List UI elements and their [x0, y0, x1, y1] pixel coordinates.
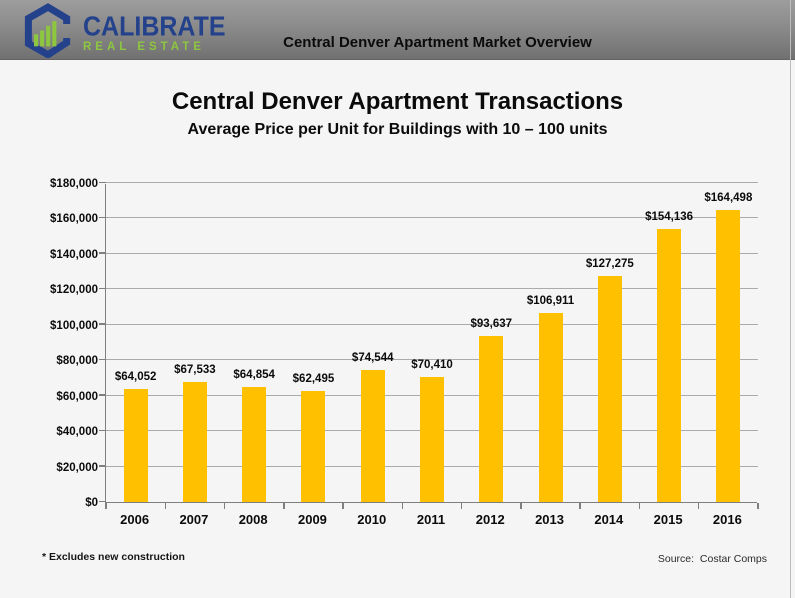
- x-axis-tick-label: 2012: [475, 512, 505, 527]
- bar-2013: [538, 312, 563, 502]
- gridline: [106, 217, 758, 219]
- y-axis-tick: [99, 323, 106, 325]
- bar-2014: [597, 276, 622, 502]
- bar-2006: [123, 388, 148, 502]
- x-axis-tick: [757, 503, 759, 509]
- y-axis-tick-label: $180,000: [50, 178, 98, 190]
- x-axis-tick: [579, 503, 581, 509]
- slide-header-title: Central Denver Apartment Market Overview: [283, 34, 592, 51]
- calibrate-logo: CALIBRATE REAL ESTATE: [20, 3, 226, 58]
- bar-2007: [182, 382, 207, 502]
- calibrate-hexagon-icon: [24, 3, 71, 58]
- data-label: $164,498: [704, 192, 753, 205]
- y-axis-tick-label: $100,000: [50, 319, 98, 332]
- data-label: $127,275: [585, 258, 634, 271]
- y-axis-tick: [99, 429, 106, 432]
- x-axis-tick-label: 2016: [712, 512, 742, 527]
- x-axis-tick-label: 2006: [120, 512, 150, 527]
- y-axis-tick: [99, 358, 106, 361]
- logo-subtitle: REAL ESTATE: [83, 40, 205, 53]
- data-label: $64,052: [114, 370, 157, 383]
- x-axis-tick-label: 2015: [653, 512, 683, 527]
- y-axis-tick: [99, 287, 106, 290]
- x-axis-tick-label: 2011: [416, 512, 446, 527]
- y-axis-tick-label: $40,000: [56, 426, 98, 439]
- x-axis-labels: 2006 2007 2008 2009 2010 2011 2012 2013 2014 2015…: [105, 512, 757, 532]
- gridline: [106, 252, 758, 254]
- y-axis-tick-label: $120,000: [50, 284, 98, 297]
- data-label: $70,410: [411, 359, 453, 372]
- chart-subtitle: Average Price per Unit for Buildings wit…: [187, 121, 608, 138]
- gridline: [106, 359, 758, 361]
- data-label: $106,911: [526, 294, 575, 307]
- x-axis-tick-label: 2013: [535, 512, 564, 527]
- bar-2016: [716, 210, 741, 502]
- x-axis-tick: [697, 503, 700, 509]
- x-axis-tick: [283, 503, 285, 509]
- logo-text: CALIBRATE REAL ESTATE: [83, 10, 226, 53]
- y-axis-tick-label: $60,000: [56, 390, 98, 403]
- y-axis-tick: [99, 465, 106, 467]
- y-axis-tick-label: $0: [85, 497, 98, 509]
- data-label: $67,533: [174, 364, 216, 377]
- bar-2015: [657, 228, 682, 502]
- x-axis-tick-label: 2010: [357, 512, 387, 527]
- y-axis-tick-label: $160,000: [50, 213, 98, 226]
- window-edge: [790, 0, 791, 598]
- footnote: * Excludes new construction: [42, 551, 185, 563]
- y-axis-tick: [99, 216, 106, 219]
- y-axis-tick: [99, 181, 106, 183]
- chart-title: Central Denver Apartment Transactions: [171, 88, 624, 115]
- y-axis-tick-label: $140,000: [50, 248, 98, 261]
- x-axis-tick: [105, 503, 107, 509]
- x-axis-tick-label: 2008: [238, 512, 268, 527]
- gridline: [106, 288, 758, 290]
- x-axis-tick-label: 2014: [594, 512, 624, 527]
- plot-area: $64,052 $67,533 $64,854 $62,495 $74,544 $70,4…: [99, 181, 759, 509]
- x-axis-tick-label: 2007: [179, 512, 209, 527]
- x-axis-tick: [638, 503, 641, 509]
- bar-2012: [479, 336, 504, 502]
- header-bar: CALIBRATE REAL ESTATE Central Denver Apa…: [0, 0, 795, 60]
- y-axis-labels: $0 $20,000 $40,000 $60,000 $80,000 $100,000 $1…: [28, 178, 98, 509]
- y-axis-tick-label: $20,000: [56, 461, 98, 474]
- x-axis-tick: [164, 503, 167, 509]
- data-label: $154,136: [645, 210, 694, 223]
- gridline: [106, 323, 758, 325]
- data-label: $64,854: [233, 369, 275, 382]
- x-axis-tick: [223, 503, 226, 509]
- data-label: $93,637: [470, 318, 513, 331]
- y-axis-tick: [99, 500, 106, 502]
- source-credit: Source: Costar Comps: [657, 553, 767, 565]
- y-axis-tick: [99, 252, 106, 254]
- bar-2008: [242, 387, 267, 502]
- y-axis-tick-label: $80,000: [56, 355, 98, 368]
- bar-2010: [360, 369, 385, 502]
- x-axis-tick: [520, 503, 522, 509]
- y-axis-tick: [99, 394, 106, 396]
- bar-2009: [301, 391, 326, 502]
- bar-2011: [420, 377, 444, 502]
- logo-brand: CALIBRATE: [83, 10, 226, 42]
- x-axis-tick: [401, 503, 404, 509]
- x-axis-tick-label: 2009: [297, 512, 327, 527]
- x-axis-tick: [460, 503, 463, 509]
- gridline: [106, 182, 758, 183]
- data-label: $62,495: [292, 373, 335, 386]
- data-label: $74,544: [351, 351, 394, 364]
- x-axis-tick: [342, 503, 344, 509]
